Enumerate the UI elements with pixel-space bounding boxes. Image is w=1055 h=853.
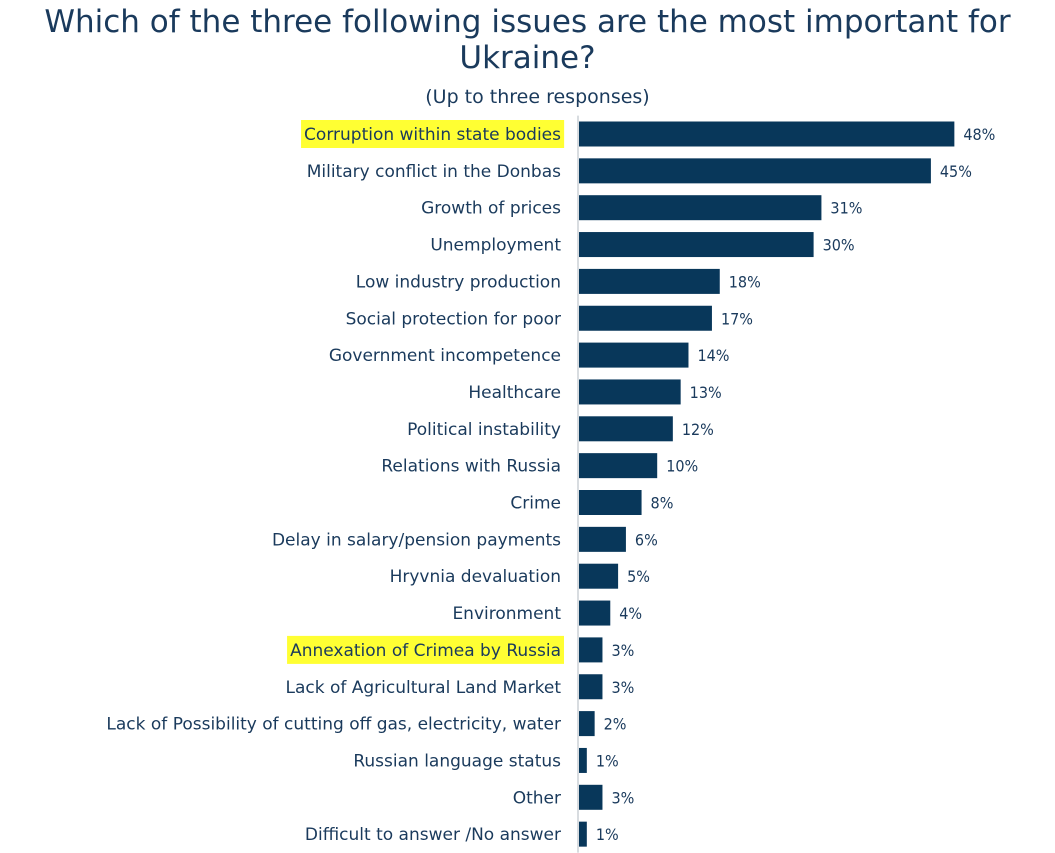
- bar-other: [579, 784, 603, 810]
- bar-low-industry-production: [579, 268, 720, 294]
- value-label-russian-language-status: 1%: [596, 751, 619, 770]
- value-label-delay-in-salary-pension-payments: 6%: [635, 530, 658, 549]
- value-label-political-instability: 12%: [682, 420, 714, 439]
- bar-delay-in-salary-pension-payments: [579, 526, 626, 552]
- value-label-hryvnia-devaluation: 5%: [627, 567, 650, 586]
- bar-healthcare: [579, 379, 681, 405]
- chart-subtitle: (Up to three responses): [425, 86, 650, 108]
- bar-unemployment: [579, 232, 814, 258]
- bar-social-protection-for-poor: [579, 305, 712, 331]
- category-label-corruption-within-state-bodies: Corruption within state bodies: [304, 125, 561, 145]
- value-label-difficult-to-answer-no-answer: 1%: [596, 825, 619, 844]
- category-label-difficult-to-answer-no-answer: Difficult to answer /No answer: [305, 825, 561, 845]
- category-label-lack-of-agricultural-land-market: Lack of Agricultural Land Market: [285, 678, 561, 698]
- category-label-environment: Environment: [452, 604, 561, 624]
- chart-title: Which of the three following issues are …: [44, 4, 1011, 76]
- category-label-hryvnia-devaluation: Hryvnia devaluation: [390, 567, 561, 587]
- value-label-unemployment: 30%: [823, 236, 855, 255]
- bar-annexation-of-crimea-by-russia: [579, 637, 603, 663]
- bar-crime: [579, 490, 642, 515]
- category-label-delay-in-salary-pension-payments: Delay in salary/pension payments: [272, 530, 561, 550]
- category-label-low-industry-production: Low industry production: [356, 272, 561, 292]
- highlight-corruption-within-state-bodies: [301, 120, 565, 148]
- value-label-corruption-within-state-bodies: 48%: [963, 125, 995, 144]
- bar-lack-of-agricultural-land-market: [579, 674, 603, 700]
- bar-lack-of-possibility-of-cutting-off-gas-electricity-water: [579, 711, 595, 737]
- category-label-other: Other: [513, 788, 561, 808]
- category-label-political-instability: Political instability: [407, 420, 561, 440]
- category-label-crime: Crime: [510, 494, 561, 514]
- category-label-unemployment: Unemployment: [430, 236, 561, 256]
- value-label-social-protection-for-poor: 17%: [721, 309, 753, 328]
- value-label-relations-with-russia: 10%: [666, 457, 698, 476]
- value-label-healthcare: 13%: [690, 383, 722, 402]
- value-labels-group: 48% 45% 31% 30% 18% 17% 14% 13% 12% 10% 8% 6% 5% 4% 3%…: [596, 125, 996, 844]
- value-label-crime: 8%: [651, 494, 674, 513]
- category-label-russian-language-status: Russian language status: [353, 751, 561, 771]
- category-label-relations-with-russia: Relations with Russia: [381, 457, 561, 477]
- category-label-annexation-of-crimea-by-russia: Annexation of Crimea by Russia: [290, 641, 561, 661]
- value-label-military-conflict-in-the-donbas: 45%: [940, 162, 972, 181]
- category-label-lack-of-possibility-of-cutting-off-gas-electricity-water: Lack of Possibility of cutting off gas, …: [106, 715, 561, 735]
- value-label-environment: 4%: [619, 604, 642, 623]
- category-label-government-incompetence: Government incompetence: [329, 346, 561, 366]
- value-label-low-industry-production: 18%: [729, 272, 761, 291]
- category-label-healthcare: Healthcare: [468, 383, 561, 403]
- bar-military-conflict-in-the-donbas: [579, 158, 931, 184]
- bar-environment: [579, 600, 611, 626]
- category-label-military-conflict-in-the-donbas: Military conflict in the Donbas: [307, 162, 561, 182]
- bar-russian-language-status: [579, 747, 587, 773]
- value-label-other: 3%: [611, 788, 634, 807]
- bar-government-incompetence: [579, 342, 689, 368]
- bar-growth-of-prices: [579, 195, 822, 221]
- bar-political-instability: [579, 416, 673, 442]
- bars-group: [579, 121, 955, 847]
- highlight-annexation-of-crimea-by-russia: [287, 635, 564, 664]
- category-labels-group: Corruption within state bodies Military c…: [106, 125, 561, 845]
- category-label-social-protection-for-poor: Social protection for poor: [346, 309, 561, 329]
- bar-corruption-within-state-bodies: [579, 121, 955, 147]
- bar-relations-with-russia: [579, 453, 658, 479]
- highlight-layer: [287, 120, 565, 664]
- value-label-government-incompetence: 14%: [697, 346, 729, 365]
- value-label-growth-of-prices: 31%: [830, 199, 862, 218]
- bar-difficult-to-answer-no-answer: [579, 821, 587, 847]
- value-label-annexation-of-crimea-by-russia: 3%: [611, 641, 634, 660]
- bar-hryvnia-devaluation: [579, 563, 619, 589]
- value-label-lack-of-possibility-of-cutting-off-gas-electricity-water: 2%: [604, 715, 627, 734]
- value-label-lack-of-agricultural-land-market: 3%: [611, 678, 634, 697]
- category-label-growth-of-prices: Growth of prices: [421, 199, 561, 219]
